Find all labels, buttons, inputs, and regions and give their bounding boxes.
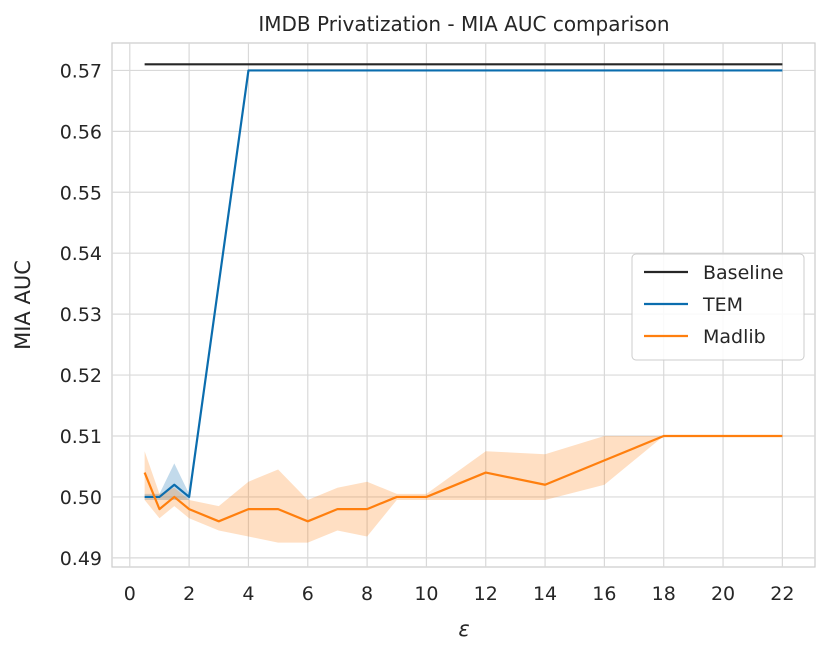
x-axis-label: ε	[458, 617, 469, 641]
line-tem	[144, 69, 783, 499]
x-tick-label: 14	[533, 583, 557, 605]
x-tick-label: 16	[592, 583, 616, 605]
y-tick-label: 0.54	[60, 243, 102, 265]
x-tick-label: 20	[711, 583, 735, 605]
x-tick-label: 8	[361, 583, 373, 605]
legend-label-baseline: Baseline	[703, 262, 784, 284]
line-madlib	[143, 434, 783, 523]
y-axis-label: MIA AUC	[11, 260, 35, 350]
y-tick-label: 0.53	[60, 304, 102, 326]
band-madlib	[144, 436, 783, 543]
confidence-bands	[144, 70, 783, 543]
series-lines	[143, 63, 783, 523]
legend: Baseline TEM Madlib	[631, 253, 805, 361]
legend-label-tem: TEM	[702, 294, 743, 316]
y-tick-label: 0.52	[60, 365, 102, 387]
x-tick-label: 4	[242, 583, 254, 605]
x-tick-label: 18	[652, 583, 676, 605]
y-axis-ticks: 0.49 0.50 0.51 0.52 0.53 0.54 0.55 0.56 0.57	[60, 60, 102, 569]
x-axis-ticks: 0 2 4 6 8 10 12 14 16 18 20 22	[124, 583, 795, 605]
legend-label-madlib: Madlib	[703, 326, 766, 348]
x-tick-label: 22	[770, 583, 794, 605]
chart-title: IMDB Privatization - MIA AUC comparison	[258, 12, 669, 36]
legend-box	[631, 253, 805, 361]
x-tick-label: 12	[474, 583, 498, 605]
x-tick-label: 2	[183, 583, 195, 605]
x-tick-label: 10	[414, 583, 438, 605]
y-tick-label: 0.50	[60, 487, 102, 509]
y-tick-label: 0.51	[60, 426, 102, 448]
x-tick-label: 6	[302, 583, 314, 605]
x-tick-label: 0	[124, 583, 136, 605]
y-tick-label: 0.56	[60, 121, 102, 143]
y-tick-label: 0.57	[60, 60, 102, 82]
y-tick-label: 0.55	[60, 182, 102, 204]
y-tick-label: 0.49	[60, 548, 102, 570]
